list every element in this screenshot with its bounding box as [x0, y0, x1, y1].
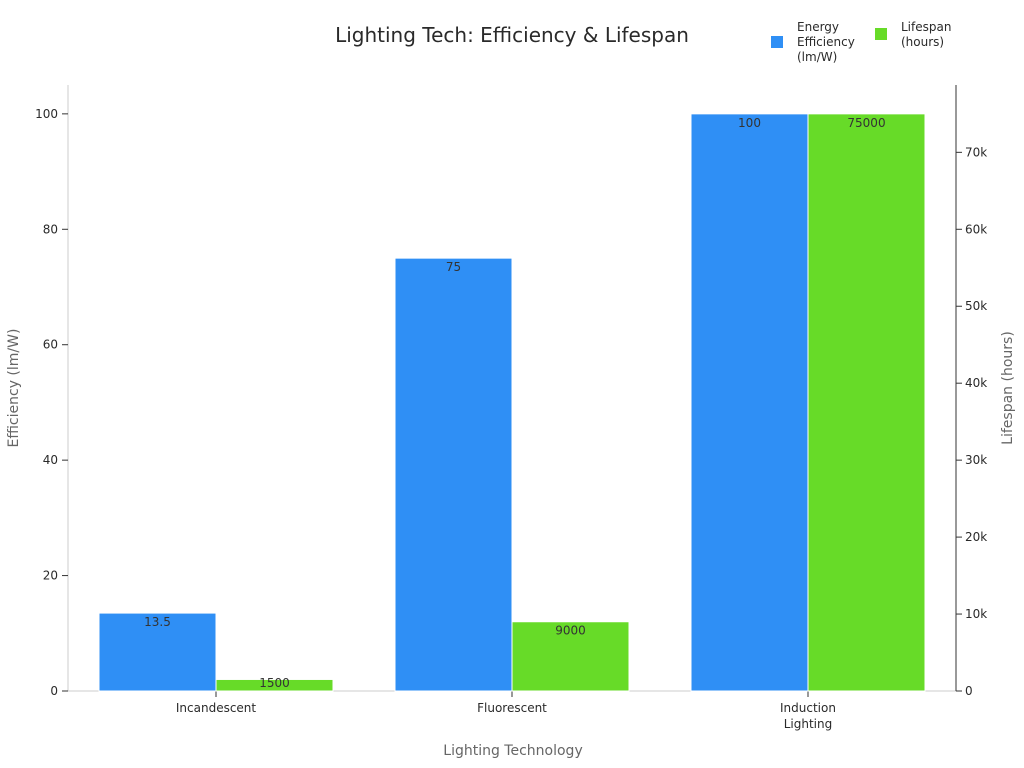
y-left-tick-label: 60: [43, 338, 58, 352]
chart-title: Lighting Tech: Efficiency & Lifespan: [335, 23, 689, 47]
legend: Energy Efficiency (lm/W) Lifespan (hours): [771, 20, 951, 64]
y-right-tick-label: 0: [965, 684, 973, 698]
x-tick-label: Fluorescent: [477, 701, 547, 715]
y-left-tick-label: 100: [35, 107, 58, 121]
y-right-tick-label: 60k: [965, 222, 987, 236]
x-tick-label: Incandescent: [176, 701, 257, 715]
x-tick-label: Induction Lighting: [780, 701, 836, 731]
y-right-tick-label: 70k: [965, 145, 987, 159]
plot-area: 0 20 40 60 80 100 0 10k 20k 30k 40k 50k 60k 70k Incand…: [35, 85, 987, 731]
bar-lifespan: [511, 621, 630, 692]
y-left-tick-label: 20: [43, 569, 58, 583]
x-axis-title: Lighting Technology: [443, 743, 582, 759]
y-left-tick-label: 40: [43, 453, 58, 467]
bar-efficiency: [690, 113, 809, 692]
bar-efficiency: [394, 257, 513, 692]
bar-efficiency: [98, 612, 217, 692]
y-right-tick-label: 10k: [965, 607, 987, 621]
bar-data-label: 9000: [555, 624, 586, 638]
y-right-tick-label: 50k: [965, 299, 987, 313]
y-axis-left-title: Efficiency (lm/W): [6, 329, 22, 448]
legend-label: Lifespan (hours): [901, 20, 951, 49]
y-left-tick-label: 80: [43, 222, 58, 236]
legend-swatch: [875, 28, 887, 40]
bar-lifespan: [215, 678, 334, 692]
y-right-tick-label: 40k: [965, 376, 987, 390]
y-axis-right-title: Lifespan (hours): [1000, 331, 1016, 445]
y-left-tick-label: 0: [50, 684, 58, 698]
legend-label: Energy Efficiency (lm/W): [797, 20, 855, 64]
legend-swatch: [771, 36, 783, 48]
bar-data-label: 75: [446, 260, 461, 274]
bar-data-label: 1500: [259, 676, 290, 690]
bar-data-label: 100: [738, 116, 761, 130]
y-right-tick-label: 30k: [965, 453, 987, 467]
bar-data-label: 75000: [847, 116, 885, 130]
bar-data-label: 13.5: [144, 615, 171, 629]
y-right-tick-label: 20k: [965, 530, 987, 544]
bar-lifespan: [807, 113, 926, 692]
